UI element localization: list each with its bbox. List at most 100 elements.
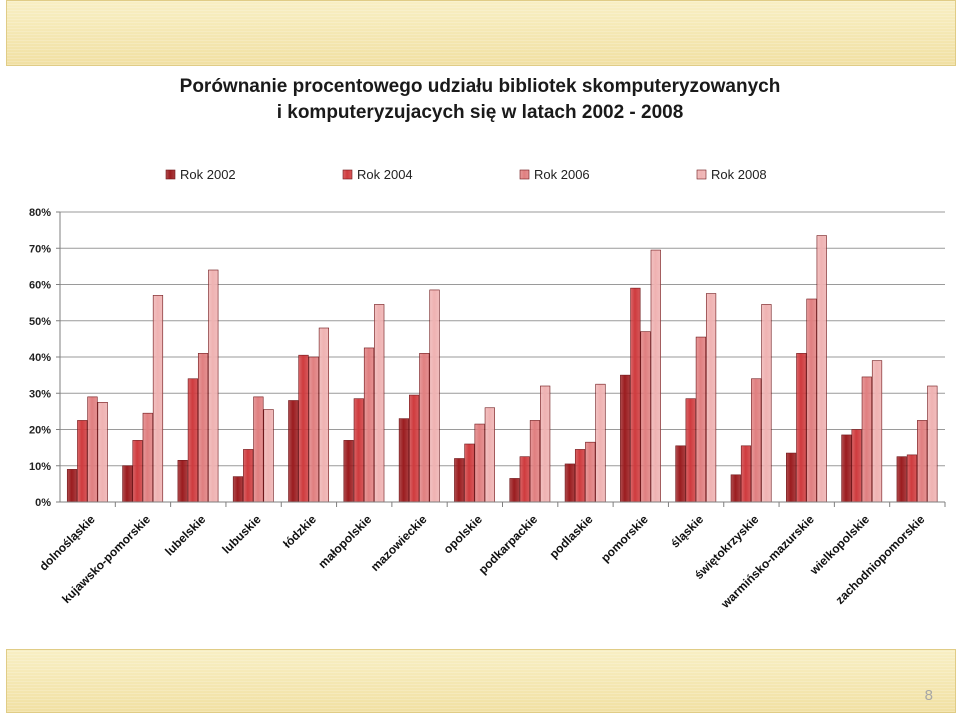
bar-lubelskie-rok-2006 — [197, 353, 209, 503]
bar-lubelskie-rok-2002 — [177, 460, 188, 503]
y-tick-label: 80% — [29, 207, 51, 219]
bar-lubuskie-rok-2008 — [263, 409, 274, 503]
bar-zachodniopomorskie-rok-2004 — [906, 454, 918, 503]
bar-malopolskie-rok-2008 — [374, 304, 385, 503]
bar-warminsko-mazurskie-rok-2002 — [786, 452, 797, 503]
bar-kujawsko-pomorskie-rok-2004 — [132, 440, 143, 503]
bar-warminsko-mazurskie-rok-2004 — [796, 353, 807, 503]
bars — [66, 235, 938, 503]
bar-wielkopolskie-rok-2006 — [861, 376, 872, 503]
y-tick-label: 20% — [29, 425, 51, 437]
bar-lubuskie-rok-2002 — [232, 476, 244, 503]
bar-wielkopolskie-rok-2004 — [851, 429, 862, 503]
bar-slaskie-rok-2008 — [705, 293, 717, 503]
bar-pomorskie-rok-2004 — [630, 287, 641, 503]
legend-swatch-rok-2004 — [342, 169, 353, 180]
bar-zachodniopomorskie-rok-2006 — [917, 420, 928, 503]
bar-lubuskie-rok-2006 — [253, 396, 264, 503]
legend: Rok 2002 Rok 2004 Rok 2006 Rok 2008 — [165, 167, 767, 182]
legend-label-rok-2008: Rok 2008 — [711, 167, 767, 182]
bar-dolnoslaskie-rok-2006 — [87, 396, 98, 503]
bar-podkarpackie-rok-2008 — [540, 385, 551, 503]
bar-podlaskie-rok-2008 — [595, 383, 606, 503]
y-tick-label: 10% — [29, 461, 51, 473]
bar-lodzkie-rok-2002 — [288, 400, 299, 503]
bar-lodzkie-rok-2004 — [298, 354, 309, 503]
bar-podlaskie-rok-2004 — [574, 449, 586, 503]
bar-warminsko-mazurskie-rok-2006 — [806, 298, 817, 503]
x-tick-label-opolskie: opolskie — [441, 512, 486, 557]
y-tick-label: 50% — [29, 316, 51, 328]
bar-pomorskie-rok-2006 — [640, 331, 651, 503]
x-tick-label-podkarpackie: podkarpackie — [476, 512, 541, 577]
bar-mazowieckie-rok-2002 — [398, 418, 410, 503]
y-tick-label: 60% — [29, 280, 51, 292]
bar-kujawsko-pomorskie-rok-2006 — [142, 412, 153, 503]
bar-swietokrzyskie-rok-2008 — [761, 304, 772, 503]
x-tick-label-pomorskie: pomorskie — [598, 512, 651, 565]
bar-podkarpackie-rok-2004 — [519, 456, 530, 503]
bar-podkarpackie-rok-2006 — [529, 420, 541, 503]
bar-swietokrzyskie-rok-2002 — [730, 474, 741, 503]
bar-podlaskie-rok-2006 — [585, 441, 596, 503]
y-tick-label: 30% — [29, 388, 51, 400]
x-tick-label-warminsko-mazurskie: warmińsko-mazurskie — [718, 512, 817, 611]
y-tick-label: 70% — [29, 243, 51, 255]
bar-kujawsko-pomorskie-rok-2002 — [122, 465, 133, 503]
bar-dolnoslaskie-rok-2004 — [77, 420, 88, 503]
bar-pomorskie-rok-2002 — [620, 374, 631, 503]
bar-zachodniopomorskie-rok-2002 — [896, 456, 907, 503]
x-tick-label-mazowieckie: mazowieckie — [368, 512, 430, 574]
bar-mazowieckie-rok-2004 — [409, 394, 420, 503]
bar-dolnoslaskie-rok-2008 — [97, 402, 108, 503]
bar-lubelskie-rok-2004 — [187, 378, 198, 503]
x-tick-label-podlaskie: podlaskie — [547, 512, 596, 561]
bar-mazowieckie-rok-2008 — [429, 289, 440, 503]
bar-podlaskie-rok-2002 — [564, 463, 575, 503]
page-number: 8 — [924, 687, 933, 704]
bar-lodzkie-rok-2006 — [308, 356, 319, 503]
legend-swatch-rok-2002 — [165, 169, 176, 180]
header-band — [6, 0, 956, 66]
bar-warminsko-mazurskie-rok-2008 — [816, 235, 827, 503]
bar-malopolskie-rok-2004 — [353, 398, 364, 503]
bar-lubuskie-rok-2004 — [243, 449, 254, 503]
bar-slaskie-rok-2002 — [675, 445, 686, 503]
legend-label-rok-2004: Rok 2004 — [357, 167, 413, 182]
bar-mazowieckie-rok-2006 — [419, 353, 430, 503]
bar-slaskie-rok-2006 — [695, 336, 706, 503]
legend-swatch-rok-2008 — [696, 169, 707, 180]
bar-opolskie-rok-2004 — [464, 443, 475, 503]
bar-chart: Rok 2002 Rok 2004 Rok 2006 Rok 2008 0% 10% 20… — [29, 167, 946, 611]
bar-lodzkie-rok-2008 — [318, 327, 330, 503]
bar-opolskie-rok-2002 — [454, 458, 465, 503]
bar-opolskie-rok-2008 — [484, 407, 495, 503]
bar-podkarpackie-rok-2002 — [509, 478, 520, 503]
x-tick-label-lubuskie: lubuskie — [219, 512, 264, 557]
bar-wielkopolskie-rok-2008 — [871, 360, 883, 503]
chart-title-line-1: Porównanie procentowego udziału bibliote… — [179, 76, 781, 97]
bar-pomorskie-rok-2008 — [650, 249, 661, 503]
legend-label-rok-2006: Rok 2006 — [534, 167, 590, 182]
bar-dolnoslaskie-rok-2002 — [66, 469, 78, 503]
legend-swatch-rok-2006 — [519, 169, 530, 180]
bar-swietokrzyskie-rok-2004 — [740, 445, 752, 503]
x-tick-label-lodzkie: łódzkie — [280, 512, 319, 551]
bar-kujawsko-pomorskie-rok-2008 — [152, 295, 164, 503]
bar-opolskie-rok-2006 — [474, 423, 485, 503]
bar-slaskie-rok-2004 — [685, 398, 696, 503]
y-tick-label: 40% — [29, 352, 51, 364]
chart-title-line-2: i komputeryzujacych się w latach 2002 - … — [276, 102, 684, 123]
y-tick-label: 0% — [35, 497, 51, 509]
footer-band: 8 — [6, 649, 956, 713]
bar-malopolskie-rok-2006 — [363, 347, 375, 503]
x-tick-label-malopolskie: małopolskie — [315, 512, 374, 571]
bar-zachodniopomorskie-rok-2008 — [927, 385, 938, 503]
bar-malopolskie-rok-2002 — [343, 440, 354, 503]
chart-title: Porównanie procentowego udziału bibliote… — [0, 74, 960, 126]
x-tick-label-lubelskie: lubelskie — [162, 512, 208, 558]
y-axis: 0% 10% 20% 30% 40% 50% 60% 70% 80% — [29, 207, 61, 509]
bar-lubelskie-rok-2008 — [208, 269, 219, 503]
bar-swietokrzyskie-rok-2006 — [751, 378, 762, 503]
